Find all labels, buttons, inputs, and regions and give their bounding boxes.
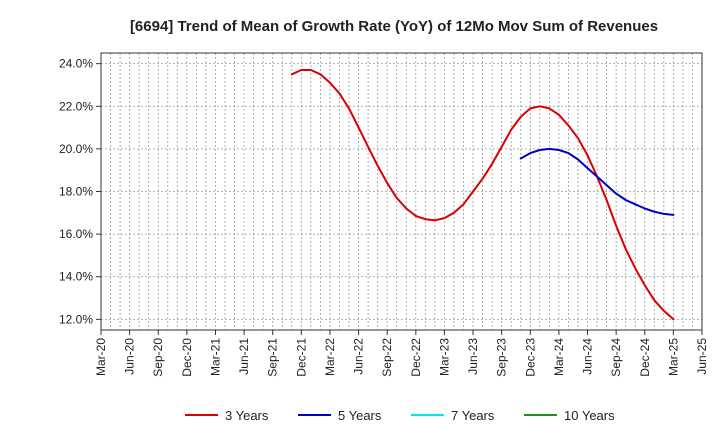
x-tick-label: Jun-21 — [237, 338, 251, 375]
y-tick-label: 24.0% — [59, 57, 93, 71]
x-tick-label: Sep-22 — [380, 338, 394, 377]
y-axis-ticks: 12.0% 14.0% 16.0% 18.0% 20.0% 22.0% 24.0% — [59, 57, 101, 326]
x-tick-label: Mar-22 — [323, 338, 337, 376]
x-tick-label: Dec-24 — [638, 338, 652, 377]
x-tick-label: Sep-23 — [495, 338, 509, 377]
x-tick-label: Sep-20 — [151, 338, 165, 377]
legend-label-5-years: 5 Years — [338, 408, 382, 423]
y-tick-label: 12.0% — [59, 312, 93, 326]
x-tick-label: Dec-20 — [180, 338, 194, 377]
x-tick-label: Dec-22 — [409, 338, 423, 377]
legend-label-10-years: 10 Years — [564, 408, 615, 423]
legend-label-3-years: 3 Years — [225, 408, 269, 423]
chart-title: [6694] Trend of Mean of Growth Rate (YoY… — [130, 18, 658, 35]
x-tick-label: Sep-24 — [609, 338, 623, 377]
grid-layer — [100, 53, 703, 330]
x-tick-label: Mar-20 — [94, 338, 108, 376]
x-tick-label: Mar-25 — [666, 338, 680, 376]
x-tick-label: Sep-21 — [266, 338, 280, 377]
y-tick-label: 16.0% — [59, 227, 93, 241]
y-tick-label: 20.0% — [59, 142, 93, 156]
x-tick-label: Mar-24 — [552, 338, 566, 376]
y-tick-label: 18.0% — [59, 185, 93, 199]
series-layer — [290, 69, 675, 321]
series-line-5-years — [519, 147, 675, 216]
series-line-3-years — [290, 69, 675, 321]
x-tick-label: Mar-23 — [437, 338, 451, 376]
x-axis-ticks: Mar-20 Jun-20 Sep-20 Dec-20 Mar-21 Jun-21 Sep-… — [94, 330, 709, 377]
x-tick-label: Jun-22 — [352, 338, 366, 375]
x-tick-label: Jun-20 — [123, 338, 137, 375]
x-tick-label: Mar-21 — [208, 338, 222, 376]
x-tick-label: Jun-24 — [581, 338, 595, 375]
legend: 3 Years 5 Years 7 Years 10 Years — [185, 408, 615, 423]
y-tick-label: 14.0% — [59, 270, 93, 284]
x-tick-label: Jun-23 — [466, 338, 480, 375]
x-tick-label: Dec-23 — [523, 338, 537, 377]
y-tick-label: 22.0% — [59, 99, 93, 113]
legend-label-7-years: 7 Years — [451, 408, 495, 423]
x-tick-label: Jun-25 — [695, 338, 709, 375]
x-tick-label: Dec-21 — [294, 338, 308, 377]
